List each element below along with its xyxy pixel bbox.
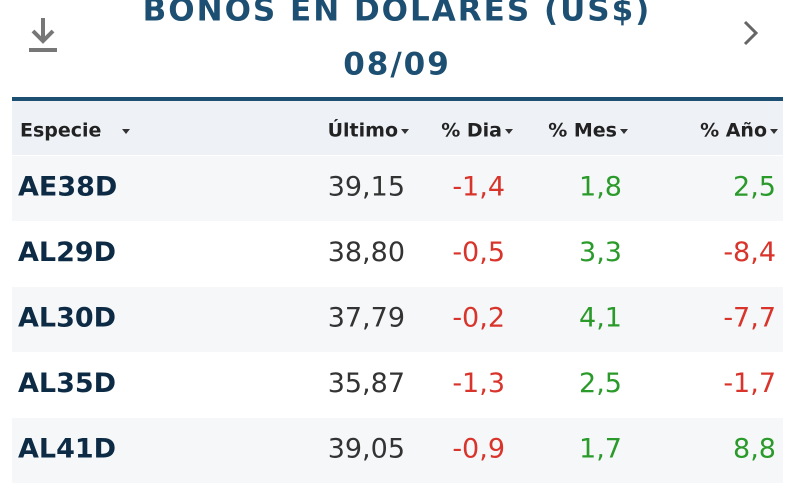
row-background — [12, 287, 783, 352]
cell: -8,4 — [723, 237, 776, 268]
cell: 8,8 — [733, 434, 776, 465]
cell: 37,79 — [328, 303, 405, 334]
sort-arrow — [505, 129, 513, 134]
species: AL29D — [18, 237, 116, 268]
cell: 2,5 — [733, 172, 776, 203]
species: AL35D — [18, 368, 116, 399]
cell: -0,2 — [452, 303, 505, 334]
divider — [12, 97, 783, 101]
cell: 1,8 — [579, 172, 622, 203]
cell: 35,87 — [328, 368, 405, 399]
column-header[interactable]: Especie — [20, 120, 101, 142]
cell: -0,5 — [452, 237, 505, 268]
header-row — [12, 101, 783, 155]
download-icon[interactable] — [29, 18, 57, 52]
column-header[interactable]: % Dia — [441, 120, 502, 142]
species: AL41D — [18, 434, 116, 465]
cell: 2,5 — [579, 368, 622, 399]
species: AE38D — [18, 172, 117, 203]
cell: 1,7 — [579, 434, 622, 465]
cell: -7,7 — [723, 303, 776, 334]
column-header[interactable]: % Mes — [548, 120, 617, 142]
row-background — [12, 352, 783, 418]
cell: 39,15 — [328, 172, 405, 203]
cell: 38,80 — [328, 237, 405, 268]
cell: -1,4 — [452, 172, 505, 203]
species: AL30D — [18, 303, 116, 334]
row-background — [12, 418, 783, 483]
date: 08/09 — [343, 47, 451, 83]
cell: -1,3 — [452, 368, 505, 399]
cell: 3,3 — [579, 237, 622, 268]
sort-arrow — [770, 129, 778, 134]
cell: -0,9 — [452, 434, 505, 465]
row-background — [12, 156, 783, 221]
column-header[interactable]: Último — [328, 118, 398, 142]
sort-arrow — [122, 129, 130, 134]
row-background — [12, 221, 783, 287]
cell: 4,1 — [579, 303, 622, 334]
title: BONOS EN DOLARES (US$) — [143, 0, 652, 29]
sort-arrow — [401, 129, 409, 134]
cell: 39,05 — [328, 434, 405, 465]
column-header[interactable]: % Año — [700, 120, 767, 142]
next-chevron[interactable] — [743, 20, 759, 46]
cell: -1,7 — [723, 368, 776, 399]
sort-arrow — [620, 129, 628, 134]
